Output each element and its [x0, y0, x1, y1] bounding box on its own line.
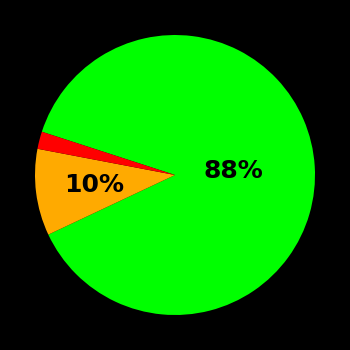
Wedge shape — [37, 132, 175, 175]
Text: 88%: 88% — [204, 159, 264, 183]
Wedge shape — [35, 149, 175, 234]
Text: 10%: 10% — [64, 173, 125, 197]
Wedge shape — [42, 35, 315, 315]
